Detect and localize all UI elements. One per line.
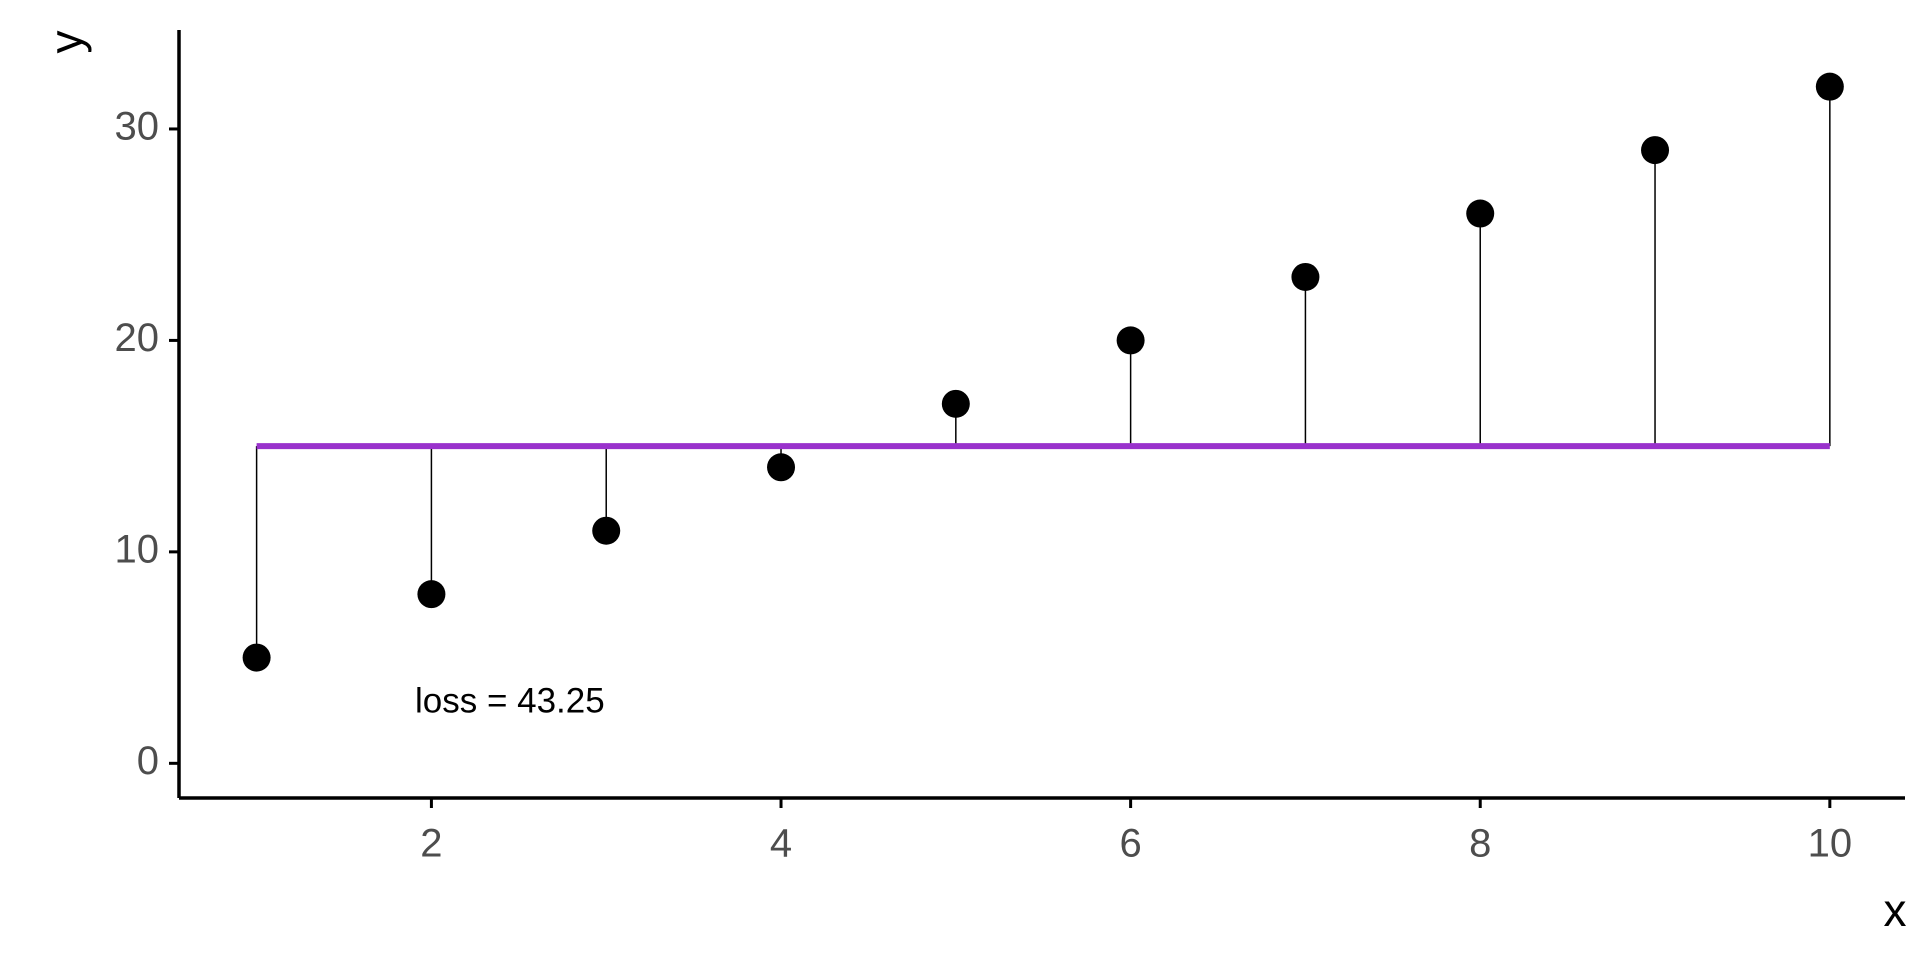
x-tick-label: 6: [1119, 822, 1141, 866]
y-axis-title: y: [40, 31, 92, 54]
x-tick-label: 4: [770, 822, 792, 866]
point: [1116, 326, 1145, 355]
y-tick-label: 0: [137, 739, 159, 783]
x-tick-label: 10: [1808, 822, 1853, 866]
point: [417, 580, 446, 609]
point: [592, 516, 621, 545]
y-tick-label: 30: [115, 105, 160, 149]
point: [941, 389, 970, 418]
x-axis-title: x: [1884, 884, 1907, 936]
y-tick-label: 10: [115, 527, 160, 571]
y-tick-label: 20: [115, 316, 160, 360]
point: [1641, 136, 1670, 165]
x-tick-label: 2: [420, 822, 442, 866]
point: [242, 643, 271, 672]
point: [1291, 262, 1320, 291]
point: [1815, 72, 1844, 101]
point: [1466, 199, 1495, 228]
x-tick-label: 8: [1469, 822, 1491, 866]
point: [767, 453, 796, 482]
annotation: loss = 43.25: [415, 681, 605, 720]
